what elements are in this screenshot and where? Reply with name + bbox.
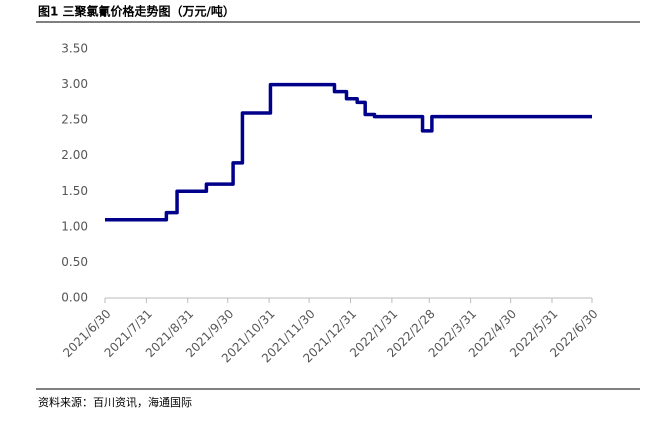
y-tick-label: 0.50	[61, 255, 88, 269]
y-tick-label: 3.00	[61, 77, 88, 91]
y-tick-label: 2.50	[61, 113, 88, 127]
source-note: 资料来源：百川资讯，海通国际	[38, 395, 192, 409]
line-series	[105, 82, 592, 222]
y-tick-label: 1.00	[61, 219, 88, 233]
y-tick-label: 0.00	[61, 291, 88, 305]
y-tick-label: 3.50	[61, 42, 88, 56]
chart-title: 图1 三聚氯氰价格走势图（万元/吨）	[38, 4, 235, 19]
y-tick-label: 2.00	[61, 148, 88, 162]
y-tick-label: 1.50	[61, 184, 88, 198]
